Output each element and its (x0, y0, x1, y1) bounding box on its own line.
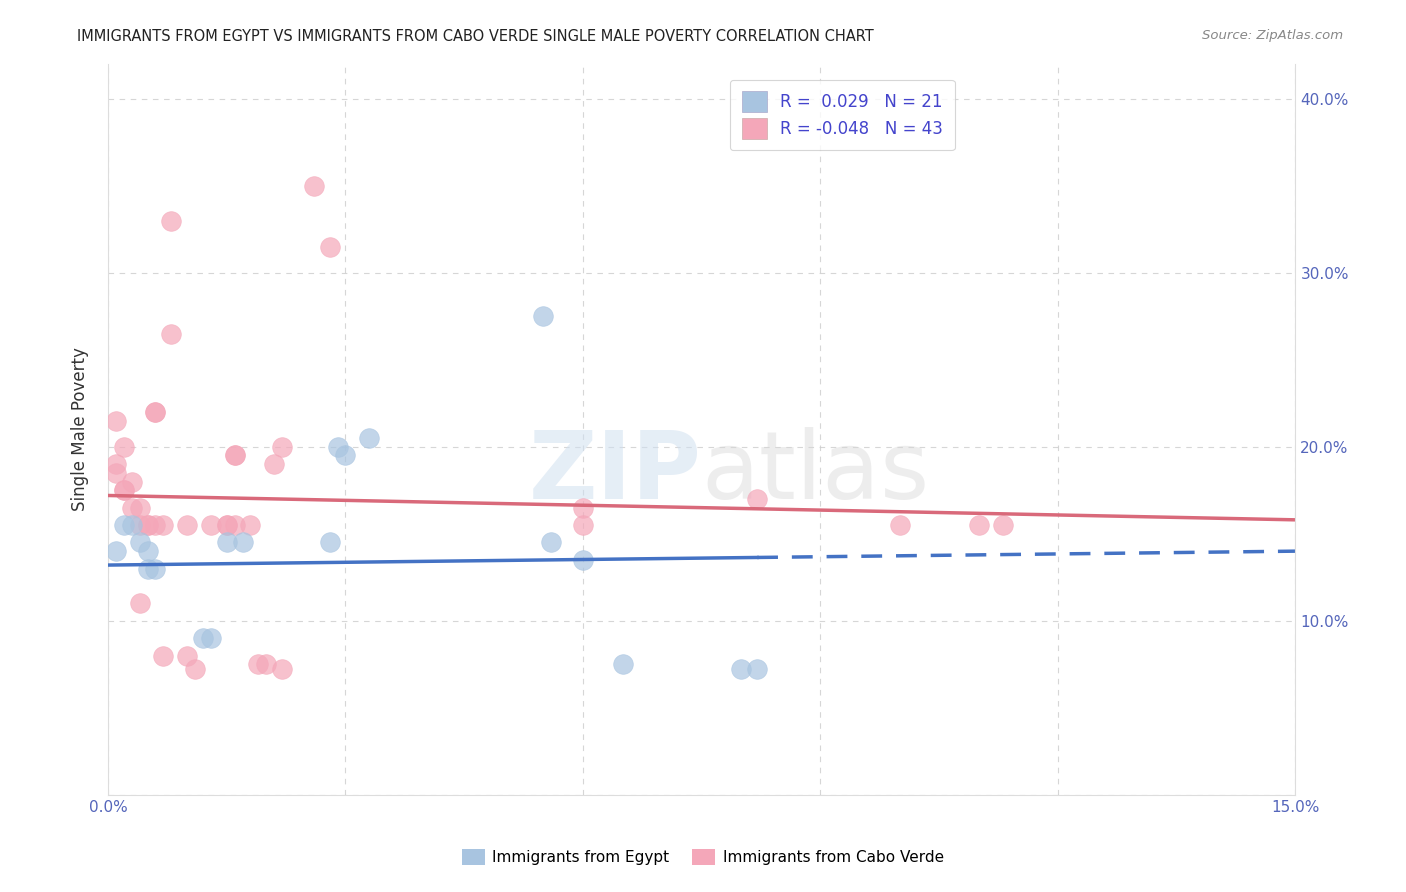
Point (318, 535, 340, 549)
Point (967, 518, 990, 533)
Point (747, 663, 769, 677)
Point (224, 449, 246, 463)
Point (572, 553, 595, 567)
Point (232, 535, 254, 549)
Point (889, 518, 911, 533)
Point (145, 518, 167, 533)
Point (531, 310, 554, 324)
Point (145, 405, 167, 419)
Point (136, 518, 159, 533)
Point (254, 657, 277, 672)
Point (104, 414, 127, 428)
Point (112, 483, 135, 498)
Text: ZIP: ZIP (529, 427, 702, 519)
Point (247, 657, 270, 672)
Point (136, 518, 159, 533)
Point (136, 544, 159, 558)
Point (215, 518, 238, 533)
Point (104, 544, 127, 558)
Point (121, 500, 143, 515)
Point (239, 518, 262, 533)
Point (359, 431, 381, 445)
Point (302, 178, 325, 193)
Point (176, 648, 198, 663)
Point (152, 518, 174, 533)
Point (271, 663, 294, 677)
Point (128, 500, 150, 515)
Point (215, 535, 238, 549)
Point (112, 440, 135, 454)
Point (200, 631, 222, 645)
Point (326, 440, 349, 454)
Point (200, 518, 222, 533)
Point (160, 326, 183, 341)
Point (335, 449, 357, 463)
Point (191, 631, 214, 645)
Point (215, 518, 238, 533)
Y-axis label: Single Male Poverty: Single Male Poverty (72, 348, 89, 511)
Text: IMMIGRANTS FROM EGYPT VS IMMIGRANTS FROM CABO VERDE SINGLE MALE POVERTY CORRELAT: IMMIGRANTS FROM EGYPT VS IMMIGRANTS FROM… (77, 29, 875, 44)
Text: Source: ZipAtlas.com: Source: ZipAtlas.com (1202, 29, 1343, 42)
Point (540, 535, 562, 549)
Point (160, 213, 183, 227)
Point (128, 535, 150, 549)
Point (318, 240, 340, 254)
Point (176, 518, 198, 533)
Point (612, 657, 634, 672)
Point (121, 475, 143, 489)
Point (128, 518, 150, 533)
Point (263, 457, 285, 471)
Point (572, 518, 595, 533)
Text: atlas: atlas (702, 427, 929, 519)
Point (184, 663, 207, 677)
Point (224, 449, 246, 463)
Legend: Immigrants from Egypt, Immigrants from Cabo Verde: Immigrants from Egypt, Immigrants from C… (456, 843, 950, 871)
Point (104, 466, 127, 480)
Point (747, 491, 769, 506)
Point (145, 561, 167, 575)
Point (152, 648, 174, 663)
Point (572, 500, 595, 515)
Point (136, 561, 159, 575)
Legend: R =  0.029   N = 21, R = -0.048   N = 43: R = 0.029 N = 21, R = -0.048 N = 43 (730, 79, 955, 151)
Point (991, 518, 1014, 533)
Point (145, 405, 167, 419)
Point (271, 440, 294, 454)
Point (112, 518, 135, 533)
Point (224, 518, 246, 533)
Point (121, 518, 143, 533)
Point (104, 457, 127, 471)
Point (128, 596, 150, 610)
Point (730, 663, 752, 677)
Point (112, 483, 135, 498)
